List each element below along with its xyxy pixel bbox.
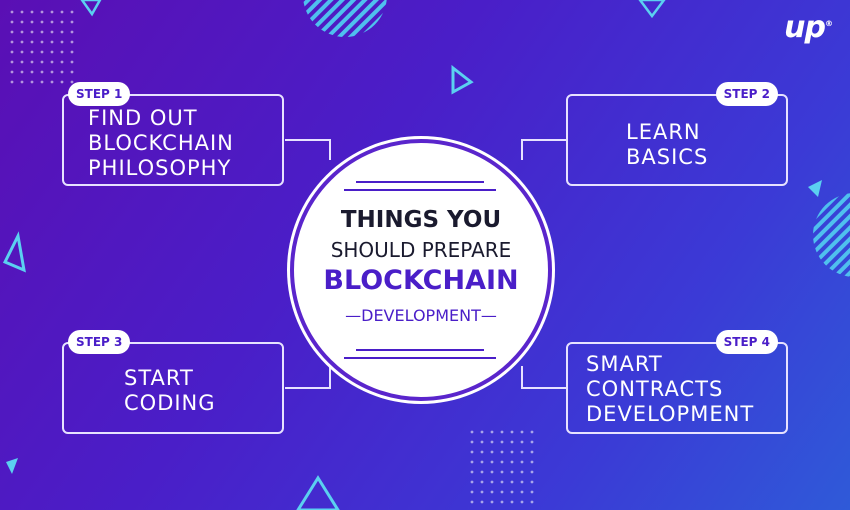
striped-circle-top-decor bbox=[303, 0, 387, 37]
step-3-text: START CODING bbox=[124, 366, 216, 415]
connector-step-1 bbox=[285, 139, 331, 160]
dot-cluster-top-left-decor bbox=[5, 5, 80, 85]
connector-step-4 bbox=[521, 366, 566, 389]
center-title-line-2: SHOULD PREPARE bbox=[330, 238, 512, 262]
center-title-line-1: THINGS YOU bbox=[340, 207, 502, 233]
triangle-bottom-left-decor bbox=[6, 458, 18, 474]
center-title-circle: THINGS YOU SHOULD PREPARE BLOCKCHAIN —DE… bbox=[290, 139, 552, 401]
step-4-text: SMART CONTRACTS DEVELOPMENT bbox=[586, 352, 755, 426]
triangle-top-left-decor bbox=[80, 0, 102, 17]
step-4-box: STEP 4 SMART CONTRACTS DEVELOPMENT bbox=[566, 330, 788, 434]
triangle-bottom-decor bbox=[296, 475, 340, 510]
step-2-text: LEARN BASICS bbox=[626, 120, 709, 169]
step-2-box: STEP 2 LEARN BASICS bbox=[566, 82, 788, 186]
step-1-text: FIND OUT BLOCKCHAIN PHILOSOPHY bbox=[88, 106, 234, 180]
triangle-top-right-decor bbox=[638, 0, 666, 19]
step-1-badge: STEP 1 bbox=[68, 82, 131, 106]
step-4-badge: STEP 4 bbox=[715, 330, 778, 354]
registered-mark: ® bbox=[825, 19, 833, 28]
triangle-center-top-decor bbox=[451, 64, 474, 95]
divider-bottom-2 bbox=[344, 357, 496, 359]
center-title-line-4: —DEVELOPMENT— bbox=[345, 306, 497, 325]
striped-circle-right-decor bbox=[813, 193, 850, 277]
triangle-right-small-decor bbox=[808, 180, 822, 197]
connector-step-2 bbox=[521, 139, 566, 160]
divider-top-2 bbox=[344, 189, 496, 191]
triangle-left-decor bbox=[2, 231, 26, 273]
step-1-box: STEP 1 FIND OUT BLOCKCHAIN PHILOSOPHY bbox=[62, 82, 284, 186]
divider-bottom-1 bbox=[356, 349, 484, 351]
step-3-box: STEP 3 START CODING bbox=[62, 330, 284, 434]
center-title-line-3: BLOCKCHAIN bbox=[323, 265, 519, 296]
logo-text: up bbox=[784, 10, 826, 45]
step-2-badge: STEP 2 bbox=[715, 82, 778, 106]
up-logo: up® bbox=[784, 10, 833, 45]
dot-cluster-bottom-decor bbox=[470, 430, 540, 505]
connector-step-3 bbox=[285, 366, 331, 389]
step-3-badge: STEP 3 bbox=[68, 330, 131, 354]
divider-top-1 bbox=[356, 181, 484, 183]
